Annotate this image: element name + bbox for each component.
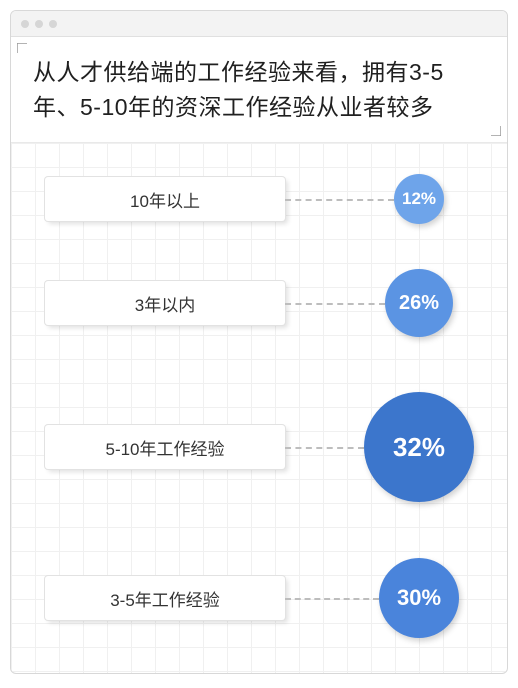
browser-frame: 从人才供给端的工作经验来看，拥有3-5年、5-10年的资深工作经验从业者较多 1… [10, 10, 508, 674]
value-bubble: 26% [385, 269, 453, 337]
category-label: 10年以上 [130, 187, 200, 212]
category-label: 5-10年工作经验 [105, 435, 224, 460]
category-label-box: 10年以上 [45, 177, 285, 221]
title-block: 从人才供给端的工作经验来看，拥有3-5年、5-10年的资深工作经验从业者较多 [11, 37, 507, 143]
category-label: 3-5年工作经验 [110, 586, 220, 611]
category-label-box: 5-10年工作经验 [45, 425, 285, 469]
value-label: 26% [399, 292, 439, 315]
window-dot-icon [21, 20, 29, 28]
connector-line [285, 447, 364, 449]
category-label-box: 3-5年工作经验 [45, 576, 285, 620]
browser-title-bar [11, 11, 507, 37]
value-label: 32% [393, 432, 445, 463]
value-bubble: 30% [379, 558, 459, 638]
connector-line [285, 598, 379, 600]
connector-line [285, 199, 394, 201]
value-label: 12% [402, 189, 436, 209]
window-dot-icon [49, 20, 57, 28]
connector-line [285, 303, 385, 305]
page-title: 从人才供给端的工作经验来看，拥有3-5年、5-10年的资深工作经验从业者较多 [33, 55, 485, 124]
value-bubble: 12% [394, 174, 444, 224]
corner-mark-icon [491, 126, 501, 136]
category-label-box: 3年以内 [45, 281, 285, 325]
chart-area: 10年以上 12% 3年以内 26% 5-10年工作经验 32% 3-5年工作经验 30% [11, 143, 507, 673]
category-label: 3年以内 [135, 291, 195, 316]
value-bubble: 32% [364, 392, 474, 502]
window-dot-icon [35, 20, 43, 28]
value-label: 30% [397, 585, 441, 611]
corner-mark-icon [17, 43, 27, 53]
